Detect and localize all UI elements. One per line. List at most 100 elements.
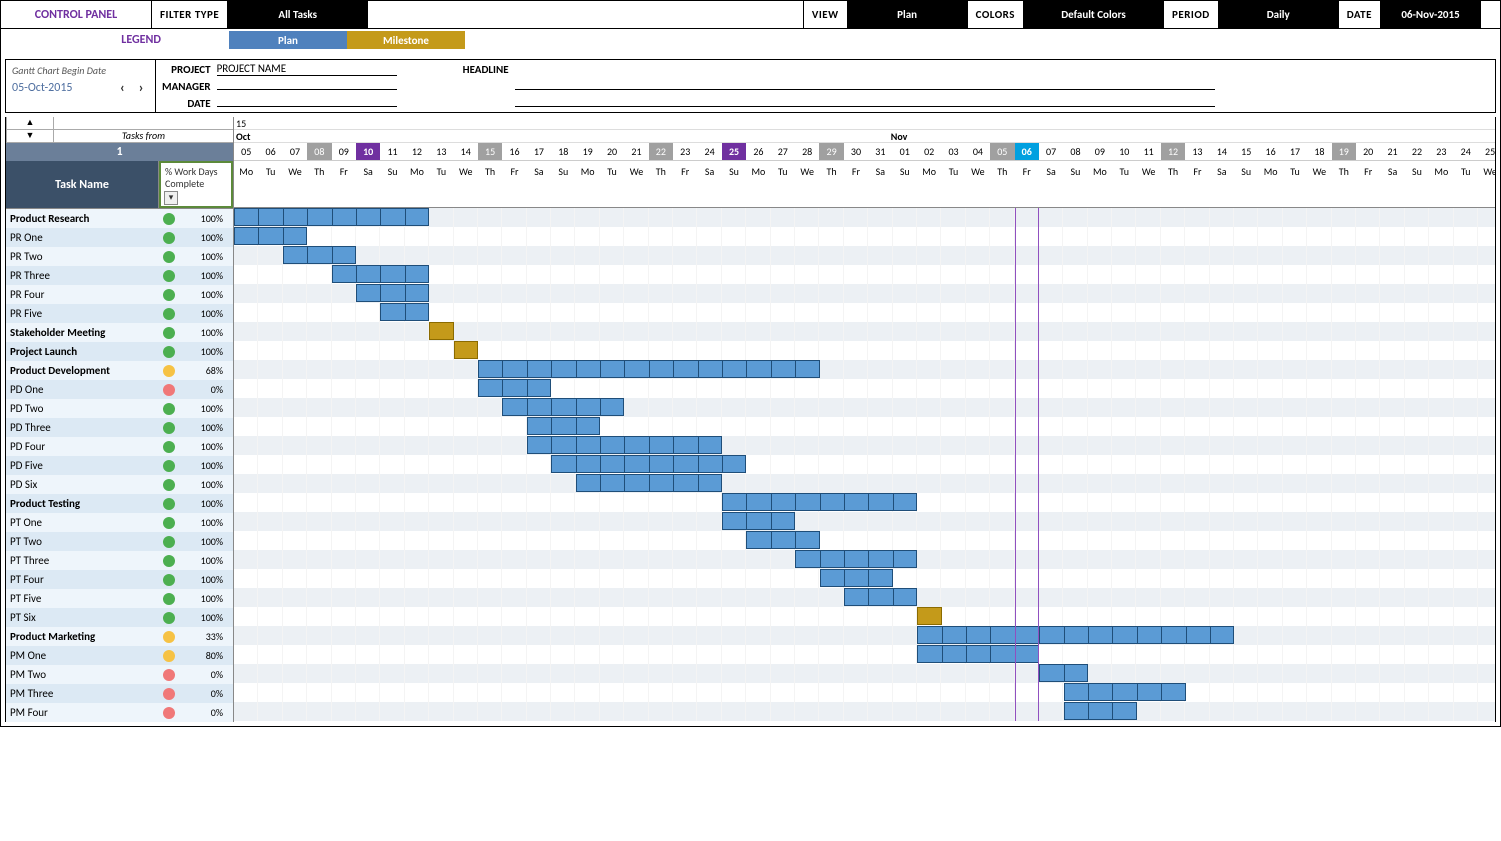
task-row[interactable]: PM Two0%: [6, 665, 233, 684]
status-dot-icon: [163, 441, 175, 453]
date-value[interactable]: 06-Nov-2015: [1380, 1, 1480, 28]
gantt-bar[interactable]: [1064, 702, 1137, 720]
task-row[interactable]: PM Three0%: [6, 684, 233, 703]
status-dot-icon: [163, 593, 175, 605]
task-row[interactable]: PD Three100%: [6, 418, 233, 437]
gantt-bar[interactable]: [722, 493, 917, 511]
weekday-label: Sa: [868, 161, 892, 207]
view-value[interactable]: Plan: [847, 1, 967, 28]
gantt-bar[interactable]: [234, 227, 307, 245]
task-row[interactable]: PM Four0%: [6, 703, 233, 722]
milestone-bar[interactable]: [917, 607, 941, 625]
time-panel: 15 OctNov 050607080910111213141516171819…: [234, 117, 1495, 722]
task-row[interactable]: PR One100%: [6, 228, 233, 247]
prev-icon[interactable]: ‹: [114, 79, 130, 96]
task-pct: 0%: [181, 383, 233, 396]
meta-date-value[interactable]: [217, 93, 397, 107]
task-pct: 33%: [181, 630, 233, 643]
task-row[interactable]: PD Six100%: [6, 475, 233, 494]
gantt-bar[interactable]: [527, 417, 600, 435]
gantt-bar[interactable]: [502, 398, 624, 416]
task-row[interactable]: PD One0%: [6, 380, 233, 399]
weekday-label: Sa: [1380, 161, 1404, 207]
task-row[interactable]: PR Three100%: [6, 266, 233, 285]
task-row[interactable]: PM One80%: [6, 646, 233, 665]
gantt-bar[interactable]: [844, 588, 917, 606]
task-row[interactable]: PT Three100%: [6, 551, 233, 570]
gantt-bar[interactable]: [356, 284, 429, 302]
day-number: 12: [1161, 143, 1185, 161]
task-row[interactable]: PD Five100%: [6, 456, 233, 475]
milestone-bar[interactable]: [429, 322, 453, 340]
filter-type-value[interactable]: All Tasks: [227, 1, 367, 28]
task-row[interactable]: PT Six100%: [6, 608, 233, 627]
scroll-up-icon[interactable]: ▲: [6, 117, 54, 130]
scroll-down-icon[interactable]: ▼: [6, 130, 54, 143]
gantt-bar[interactable]: [283, 246, 356, 264]
day-number: 25: [1478, 143, 1495, 161]
task-row[interactable]: Stakeholder Meeting100%: [6, 323, 233, 342]
task-row[interactable]: PR Two100%: [6, 247, 233, 266]
gantt-bar[interactable]: [234, 208, 429, 226]
manager-value[interactable]: [217, 76, 397, 90]
day-number: 15: [478, 143, 502, 161]
gantt-bar[interactable]: [917, 645, 1039, 663]
task-pct: 100%: [181, 535, 233, 548]
gantt-bar[interactable]: [795, 550, 917, 568]
timeline-row: [234, 626, 1495, 645]
task-name-header: Task Name: [6, 161, 159, 208]
gantt-bar[interactable]: [746, 531, 819, 549]
gantt-bar[interactable]: [1064, 683, 1186, 701]
timeline-row: [234, 702, 1495, 721]
colors-value[interactable]: Default Colors: [1023, 1, 1163, 28]
task-row[interactable]: PT Four100%: [6, 570, 233, 589]
task-row[interactable]: Product Testing100%: [6, 494, 233, 513]
task-name: Stakeholder Meeting: [10, 326, 163, 339]
task-row[interactable]: PR Four100%: [6, 285, 233, 304]
gantt-bar[interactable]: [576, 474, 722, 492]
gantt-bar[interactable]: [917, 626, 1234, 644]
gantt-bar[interactable]: [820, 569, 893, 587]
headline-value[interactable]: [515, 76, 1215, 90]
task-row[interactable]: Product Research100%: [6, 209, 233, 228]
task-row[interactable]: PT One100%: [6, 513, 233, 532]
gantt-bar[interactable]: [478, 379, 551, 397]
day-number: 14: [454, 143, 478, 161]
task-row[interactable]: Product Marketing33%: [6, 627, 233, 646]
weekday-label: Mo: [746, 161, 770, 207]
task-panel: ▲ ▼ Tasks from 1 Task Name % Work Days C…: [6, 117, 234, 722]
next-icon[interactable]: ›: [133, 79, 149, 96]
task-row[interactable]: Project Launch100%: [6, 342, 233, 361]
gantt-bar[interactable]: [478, 360, 820, 378]
milestone-bar[interactable]: [454, 341, 478, 359]
manager-label: MANAGER: [162, 76, 217, 93]
gantt-bar[interactable]: [332, 265, 430, 283]
task-row[interactable]: PD Two100%: [6, 399, 233, 418]
gantt-bar[interactable]: [551, 455, 746, 473]
weekday-label: Su: [1405, 161, 1429, 207]
headline-value-2[interactable]: [515, 93, 1215, 107]
day-number: 22: [1405, 143, 1429, 161]
weekday-label: Mo: [1088, 161, 1112, 207]
task-row[interactable]: PT Two100%: [6, 532, 233, 551]
task-row[interactable]: PD Four100%: [6, 437, 233, 456]
day-number: 19: [575, 143, 599, 161]
gantt-bar[interactable]: [1039, 664, 1088, 682]
gantt-bar[interactable]: [527, 436, 722, 454]
gantt-bar[interactable]: [380, 303, 429, 321]
task-row[interactable]: PT Five100%: [6, 589, 233, 608]
status-dot-icon: [163, 232, 175, 244]
status-dot-icon: [163, 365, 175, 377]
weekday-label: Mo: [234, 161, 258, 207]
day-number: 16: [1258, 143, 1282, 161]
dropdown-icon[interactable]: ▾: [164, 191, 178, 205]
timeline-row: [234, 417, 1495, 436]
project-value[interactable]: PROJECT NAME: [217, 62, 397, 76]
task-pct: 100%: [181, 421, 233, 434]
period-value[interactable]: Daily: [1218, 1, 1338, 28]
status-dot-icon: [163, 460, 175, 472]
day-number: 28: [795, 143, 819, 161]
gantt-bar[interactable]: [722, 512, 795, 530]
task-row[interactable]: PR Five100%: [6, 304, 233, 323]
task-row[interactable]: Product Development68%: [6, 361, 233, 380]
